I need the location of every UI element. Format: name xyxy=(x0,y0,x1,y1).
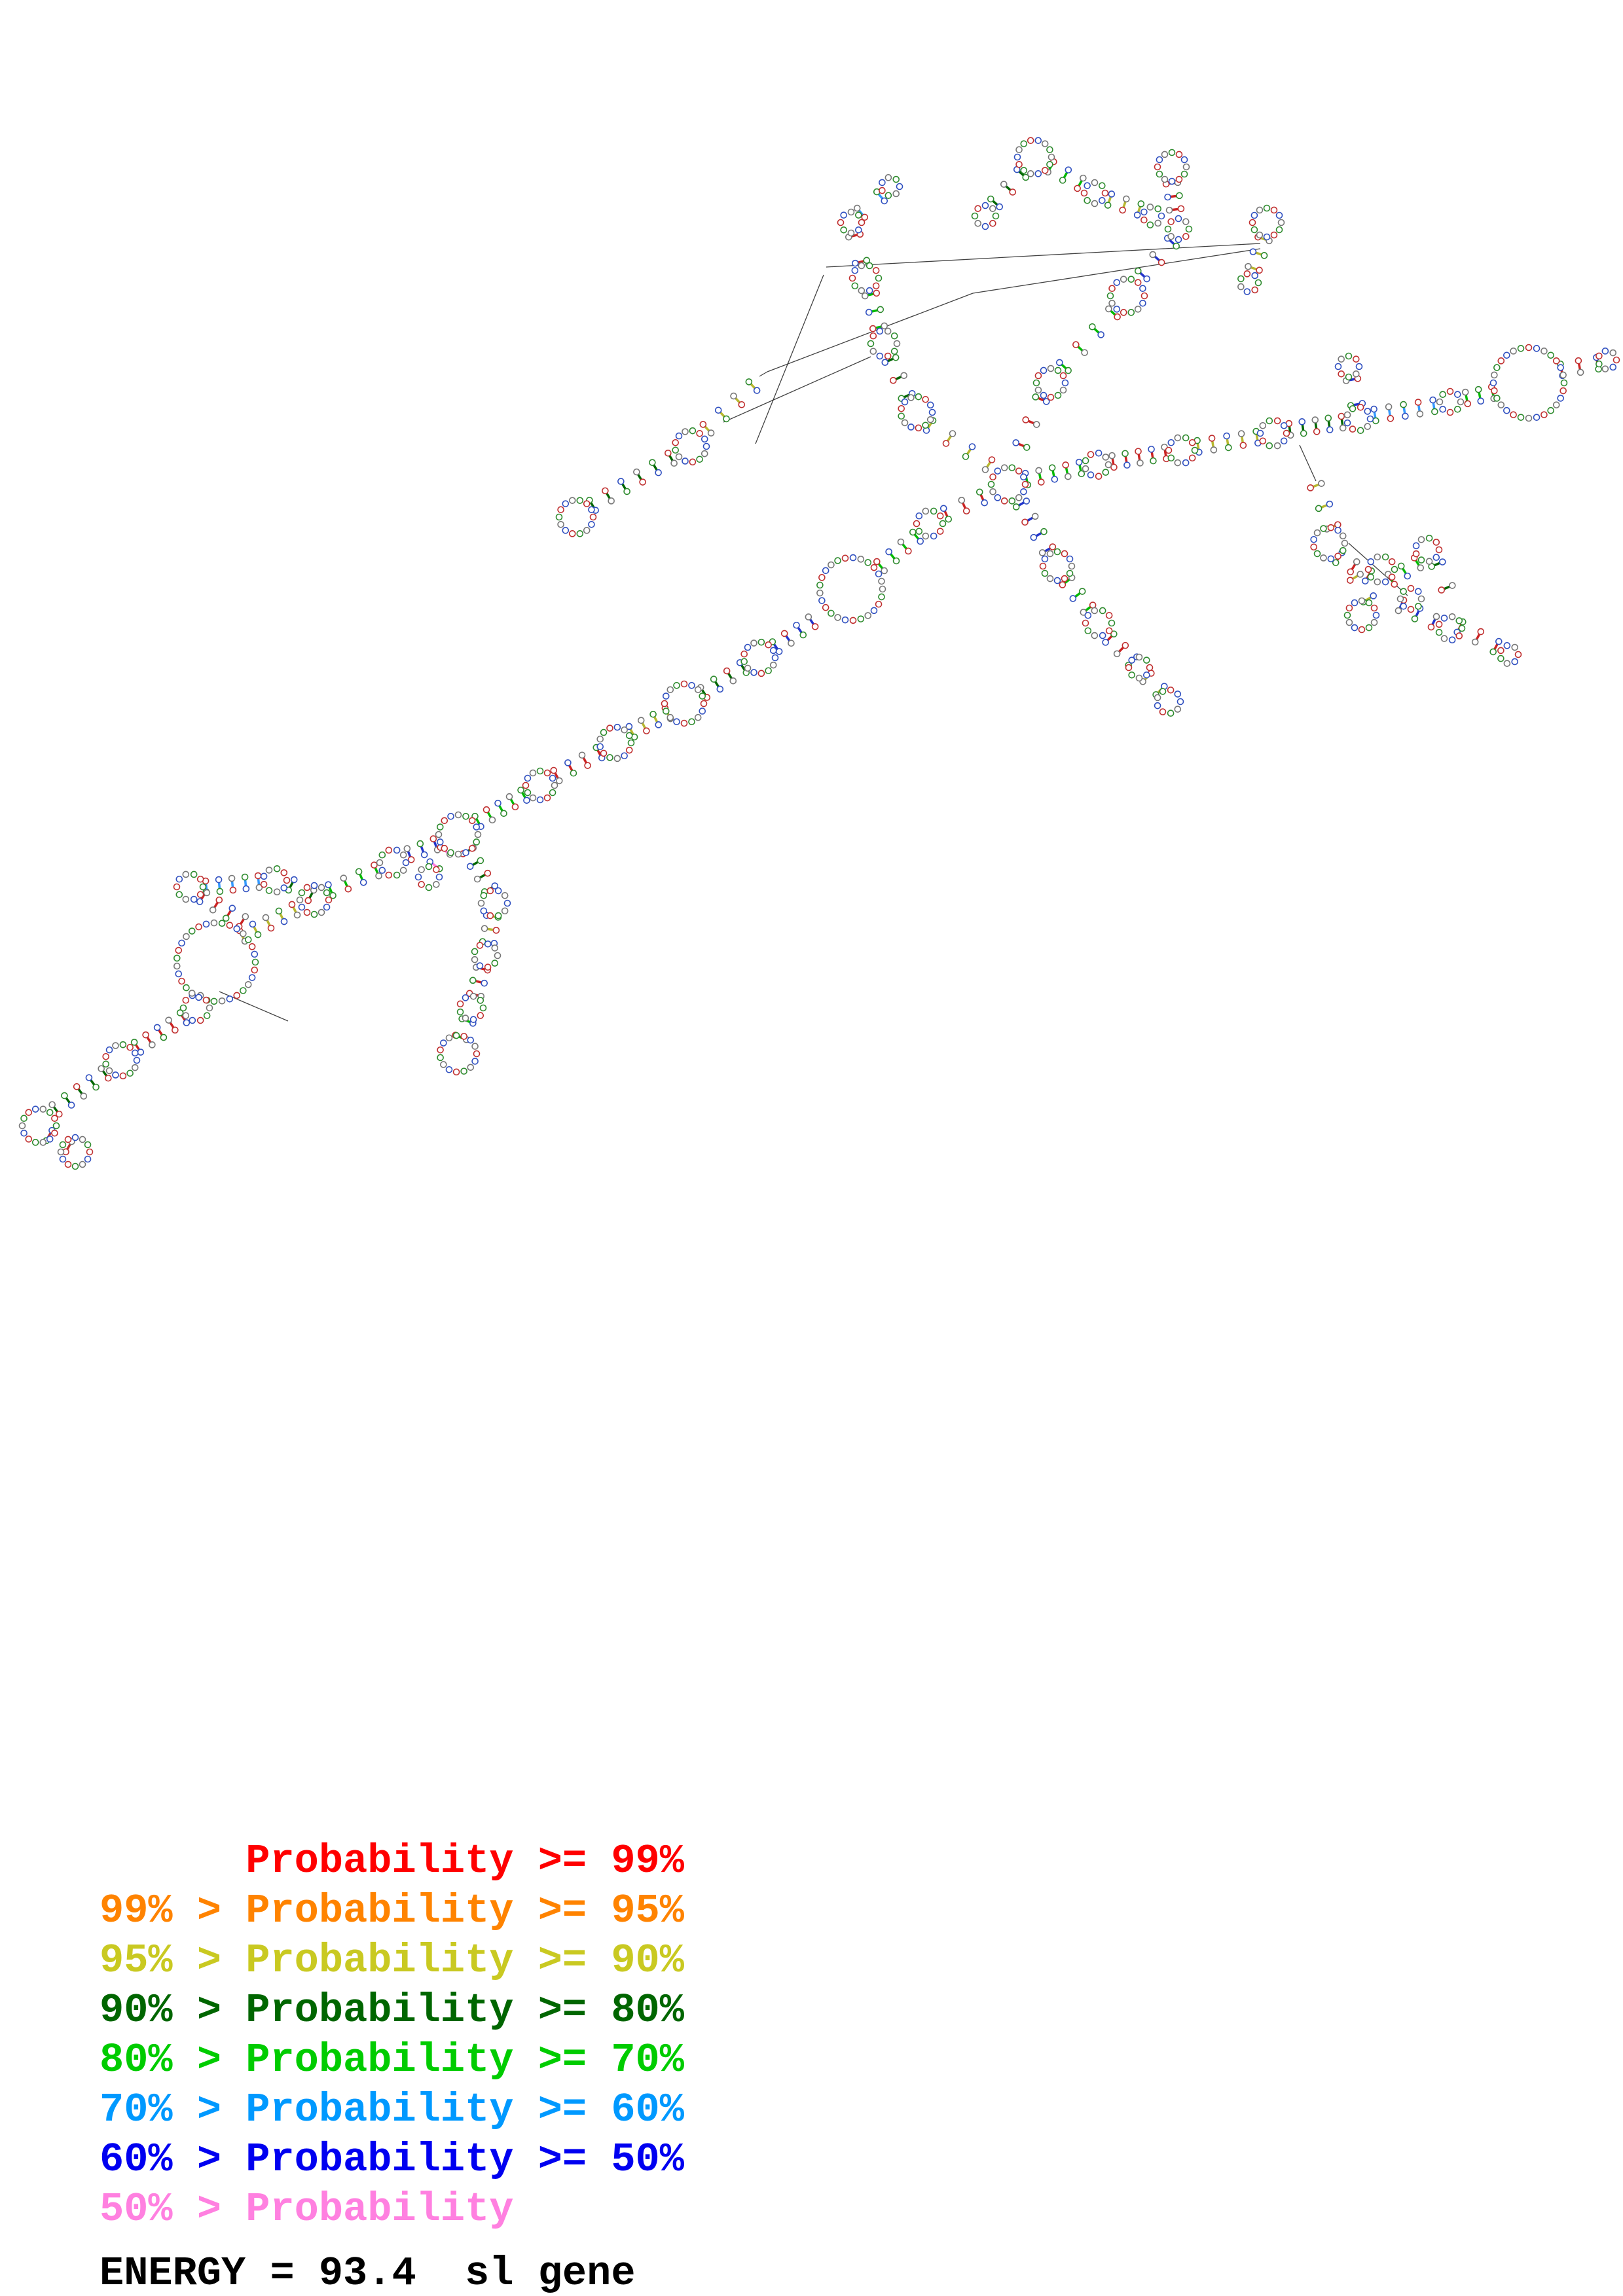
legend-line: 80% > Probability >= 70% xyxy=(100,2037,684,2083)
energy-label: ENERGY = 93.4 sl gene xyxy=(100,2250,636,2296)
legend-line: 99% > Probability >= 95% xyxy=(100,1888,684,1934)
legend-line: 60% > Probability >= 50% xyxy=(100,2136,684,2183)
legend-line: 70% > Probability >= 60% xyxy=(100,2087,684,2133)
legend-line: 50% > Probability xyxy=(100,2186,514,2233)
legend-line: 95% > Probability >= 90% xyxy=(100,1937,684,1984)
legend-line: 90% > Probability >= 80% xyxy=(100,1987,684,2034)
legend-line: Probability >= 99% xyxy=(100,1838,684,1884)
probability-legend: Probability >= 99% 99% > Probability >= … xyxy=(100,1837,684,2234)
